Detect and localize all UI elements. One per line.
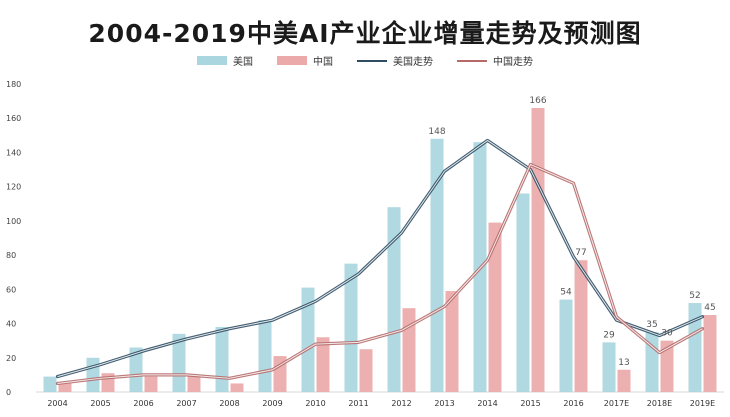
bar-us bbox=[215, 326, 229, 392]
bar-cn bbox=[617, 369, 631, 392]
legend-swatch-cn bbox=[277, 56, 307, 65]
bar-us bbox=[129, 347, 143, 392]
bar-us bbox=[602, 342, 616, 392]
data-label: 54 bbox=[560, 288, 572, 298]
bar-us bbox=[430, 138, 444, 392]
bar-us bbox=[86, 357, 100, 392]
y-tick-label: 60 bbox=[6, 285, 16, 294]
y-tick-label: 20 bbox=[6, 354, 16, 363]
x-tick-label: 2012 bbox=[391, 399, 411, 408]
y-tick-label: 0 bbox=[6, 388, 11, 397]
data-label: 77 bbox=[575, 248, 586, 258]
data-label: 148 bbox=[428, 127, 445, 137]
bar-us bbox=[387, 207, 401, 392]
legend-swatch-us-trend bbox=[357, 59, 387, 62]
bar-us bbox=[43, 376, 57, 392]
data-label: 13 bbox=[618, 358, 629, 368]
y-tick-label: 140 bbox=[6, 148, 21, 157]
bar-cn bbox=[703, 315, 717, 392]
bar-us bbox=[258, 320, 272, 392]
legend-swatch-cn-trend bbox=[457, 59, 487, 62]
bar-cn bbox=[531, 107, 545, 392]
chart-title: 2004-2019中美AI产业企业增量走势及预测图 bbox=[88, 19, 642, 48]
bar-cn bbox=[144, 376, 158, 392]
x-tick-label: 2019E bbox=[690, 399, 715, 408]
x-tick-label: 2015 bbox=[520, 399, 540, 408]
bar-cn bbox=[574, 260, 588, 392]
x-tick-label: 2004 bbox=[47, 399, 67, 408]
bar-cn bbox=[488, 222, 502, 392]
bar-cn bbox=[660, 340, 674, 392]
bar-cn bbox=[359, 349, 373, 392]
legend-label-us: 美国 bbox=[233, 57, 253, 68]
bar-us bbox=[516, 193, 530, 392]
y-tick-label: 120 bbox=[6, 183, 21, 192]
data-label: 45 bbox=[704, 303, 715, 313]
x-tick-label: 2010 bbox=[305, 399, 325, 408]
data-label: 30 bbox=[661, 329, 673, 339]
x-tick-label: 2011 bbox=[348, 399, 368, 408]
legend-item-us-trend[interactable]: 美国走势 bbox=[357, 53, 433, 68]
data-label: 35 bbox=[646, 320, 657, 330]
bar-us bbox=[172, 333, 186, 392]
trend-line-us-highlight bbox=[57, 139, 703, 378]
data-label: 166 bbox=[529, 96, 546, 106]
x-tick-label: 2008 bbox=[219, 399, 239, 408]
trend-line-us bbox=[55, 138, 705, 379]
legend-label-cn-trend: 中国走势 bbox=[493, 57, 533, 68]
data-label: 52 bbox=[689, 291, 700, 301]
x-tick-label: 2016 bbox=[563, 399, 583, 408]
legend-item-cn[interactable]: 中国 bbox=[277, 53, 333, 68]
legend-label-us-trend: 美国走势 bbox=[393, 57, 433, 68]
y-tick-label: 180 bbox=[6, 80, 21, 89]
x-tick-label: 2014 bbox=[477, 399, 497, 408]
x-tick-label: 2006 bbox=[133, 399, 153, 408]
legend-item-cn-trend[interactable]: 中国走势 bbox=[457, 53, 533, 68]
bar-cn bbox=[402, 308, 416, 392]
chart-legend: 美国 中国 美国走势 中国走势 bbox=[0, 53, 730, 68]
bar-us bbox=[559, 299, 573, 392]
bar-us bbox=[688, 303, 702, 392]
bar-cn bbox=[230, 383, 244, 392]
bar-cn bbox=[58, 383, 72, 392]
x-tick-label: 2017E bbox=[604, 399, 629, 408]
y-tick-label: 100 bbox=[6, 217, 21, 226]
y-tick-label: 160 bbox=[6, 114, 21, 123]
bar-cn bbox=[445, 291, 459, 392]
x-tick-label: 2013 bbox=[434, 399, 454, 408]
bar-cn bbox=[187, 374, 201, 392]
x-tick-label: 2005 bbox=[90, 399, 110, 408]
legend-swatch-us bbox=[197, 56, 227, 65]
y-tick-label: 80 bbox=[6, 251, 16, 260]
x-tick-label: 2009 bbox=[262, 399, 282, 408]
legend-label-cn: 中国 bbox=[313, 57, 333, 68]
bar-us bbox=[301, 287, 315, 392]
bar-cn bbox=[316, 337, 330, 392]
trend-line-cn-highlight bbox=[57, 163, 703, 384]
x-tick-label: 2007 bbox=[176, 399, 196, 408]
bar-us bbox=[344, 263, 358, 392]
y-tick-label: 40 bbox=[6, 320, 16, 329]
x-tick-label: 2018E bbox=[647, 399, 672, 408]
data-label: 29 bbox=[603, 330, 615, 340]
legend-item-us[interactable]: 美国 bbox=[197, 53, 253, 68]
